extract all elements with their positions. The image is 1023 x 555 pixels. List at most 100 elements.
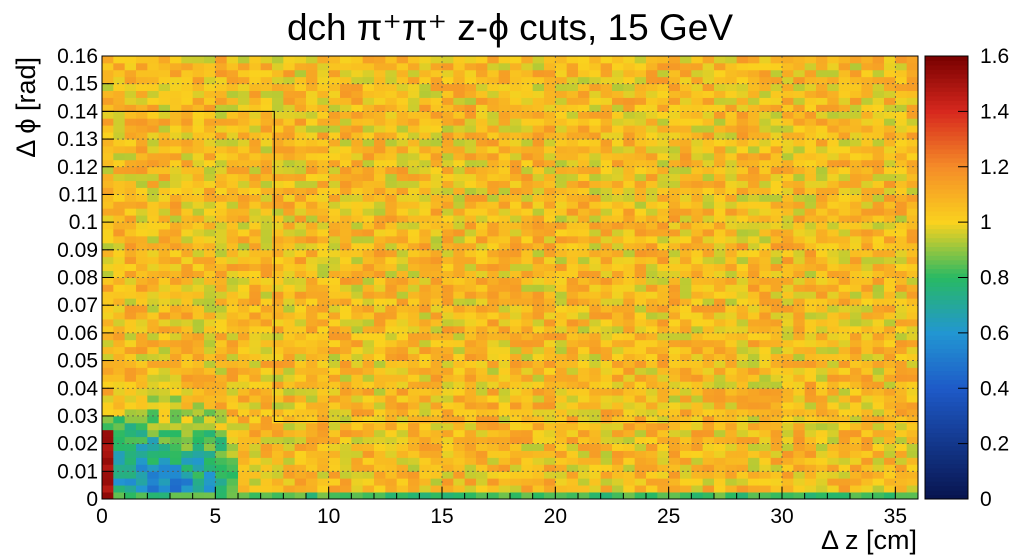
heatmap-cell xyxy=(385,332,398,341)
heatmap-cell xyxy=(782,492,794,500)
heatmap-cell xyxy=(578,173,590,181)
heatmap-cell xyxy=(464,263,477,271)
heatmap-cell xyxy=(850,450,862,458)
heatmap-cell xyxy=(204,319,216,327)
heatmap-cell xyxy=(147,492,160,500)
heatmap-cell xyxy=(748,194,760,202)
heatmap-cell xyxy=(215,249,228,258)
heatmap-cell xyxy=(691,263,704,271)
heatmap-cell xyxy=(294,346,307,355)
heatmap-cell xyxy=(748,222,760,230)
heatmap-cell xyxy=(238,402,250,410)
heatmap-cell xyxy=(895,277,908,285)
heatmap-cell xyxy=(691,249,704,258)
heatmap-cell xyxy=(260,201,273,209)
heatmap-cell xyxy=(306,145,318,154)
heatmap-cell xyxy=(544,298,556,306)
heatmap-cell xyxy=(748,367,760,375)
heatmap-cell xyxy=(147,90,160,98)
heatmap-cell xyxy=(181,485,194,493)
heatmap-cell xyxy=(714,62,726,71)
heatmap-cell xyxy=(612,457,624,465)
heatmap-cell xyxy=(238,339,250,348)
heatmap-cell xyxy=(555,90,568,98)
heatmap-cell xyxy=(782,249,794,258)
heatmap-cell xyxy=(600,62,613,71)
heatmap-cell xyxy=(702,62,715,71)
color-bar-segment xyxy=(925,113,968,119)
heatmap-cell xyxy=(544,464,556,472)
heatmap-cell xyxy=(102,312,114,320)
heatmap-cell xyxy=(453,422,466,431)
heatmap-cell xyxy=(260,395,273,403)
heatmap-cell xyxy=(102,76,114,85)
heatmap-cell xyxy=(702,242,715,251)
heatmap-cell xyxy=(872,229,885,237)
heatmap-cell xyxy=(419,125,432,133)
heatmap-cell xyxy=(317,166,330,175)
heatmap-cell xyxy=(476,457,488,465)
heatmap-cell xyxy=(147,208,160,216)
heatmap-cell xyxy=(158,256,171,265)
heatmap-cell xyxy=(895,139,908,147)
heatmap-cell xyxy=(260,222,273,230)
heatmap-cell xyxy=(351,201,364,209)
heatmap-cell xyxy=(113,332,126,341)
heatmap-cell xyxy=(589,291,602,299)
heatmap-cell xyxy=(736,166,749,175)
heatmap-cell xyxy=(566,409,579,417)
heatmap-cell xyxy=(680,346,692,355)
heatmap-cell xyxy=(895,97,908,105)
heatmap-cell xyxy=(408,332,420,341)
heatmap-cell xyxy=(702,145,715,154)
heatmap-cell xyxy=(770,298,783,306)
heatmap-cell xyxy=(668,242,681,251)
heatmap-cell xyxy=(283,346,296,355)
heatmap-cell xyxy=(646,145,658,154)
heatmap-cell xyxy=(816,90,828,98)
heatmap-cell xyxy=(725,97,738,105)
heatmap-cell xyxy=(691,381,704,389)
heatmap-cell xyxy=(612,256,624,265)
heatmap-cell xyxy=(396,464,409,472)
heatmap-cell xyxy=(804,229,817,237)
heatmap-cell xyxy=(861,263,874,271)
heatmap-cell xyxy=(657,229,670,237)
heatmap-cell xyxy=(249,409,262,417)
heatmap-cell xyxy=(884,152,896,161)
heatmap-cell xyxy=(736,118,749,126)
heatmap-cell xyxy=(170,464,182,472)
heatmap-cell xyxy=(181,270,194,278)
heatmap-cell xyxy=(374,464,386,472)
heatmap-cell xyxy=(498,222,511,230)
heatmap-cell xyxy=(328,284,341,292)
heatmap-cell xyxy=(283,76,296,85)
heatmap-cell xyxy=(272,457,284,465)
heatmap-cell xyxy=(827,222,840,230)
heatmap-cell xyxy=(147,118,160,126)
heatmap-cell xyxy=(374,194,386,202)
heatmap-cell xyxy=(725,388,738,396)
heatmap-cell xyxy=(612,56,624,64)
heatmap-cell xyxy=(396,409,409,417)
heatmap-cell xyxy=(850,132,862,140)
heatmap-cell xyxy=(226,270,239,278)
heatmap-cell xyxy=(306,346,318,355)
heatmap-cell xyxy=(283,173,296,181)
heatmap-cell xyxy=(544,339,556,348)
heatmap-cell xyxy=(838,492,851,500)
heatmap-cell xyxy=(770,208,783,216)
heatmap-cell xyxy=(646,69,658,78)
heatmap-cell xyxy=(657,409,670,417)
heatmap-cell xyxy=(793,346,806,355)
heatmap-cell xyxy=(317,159,330,168)
heatmap-cell xyxy=(702,360,715,368)
heatmap-cell xyxy=(544,83,556,92)
heatmap-cell xyxy=(476,139,488,147)
heatmap-cell xyxy=(827,263,840,271)
color-bar-segment xyxy=(925,405,968,411)
heatmap-cell xyxy=(668,388,681,396)
heatmap-cell xyxy=(634,277,647,285)
heatmap-cell xyxy=(668,69,681,78)
heatmap-cell xyxy=(816,436,828,445)
